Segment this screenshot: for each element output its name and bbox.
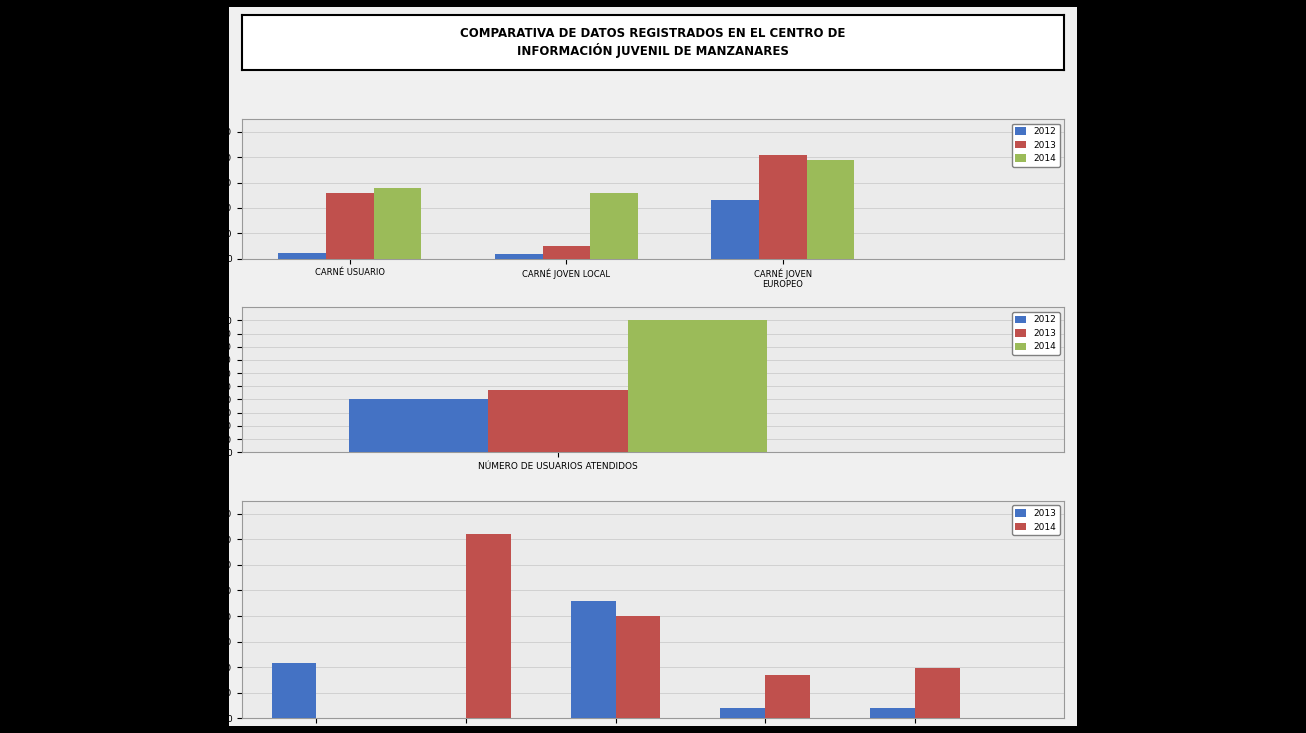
Bar bbox=[571, 601, 615, 718]
Bar bbox=[765, 675, 810, 718]
Bar bbox=[914, 668, 960, 718]
Bar bbox=[615, 616, 661, 718]
Bar bbox=[278, 254, 326, 259]
Legend: 2012, 2013, 2014: 2012, 2013, 2014 bbox=[1012, 124, 1060, 167]
Legend: 2013, 2014: 2013, 2014 bbox=[1012, 506, 1060, 535]
Bar bbox=[870, 708, 914, 718]
Legend: 2012, 2013, 2014: 2012, 2013, 2014 bbox=[1012, 312, 1060, 355]
Bar bbox=[628, 320, 767, 452]
Bar bbox=[590, 193, 637, 259]
Bar bbox=[466, 534, 511, 718]
Bar bbox=[326, 193, 374, 259]
Bar bbox=[721, 708, 765, 718]
Bar bbox=[272, 663, 316, 718]
Text: COMPARATIVA DE DATOS REGISTRADOS EN EL CENTRO DE
INFORMACIÓN JUVENIL DE MANZANAR: COMPARATIVA DE DATOS REGISTRADOS EN EL C… bbox=[460, 27, 846, 58]
Bar bbox=[495, 254, 542, 259]
Bar bbox=[712, 200, 759, 259]
Bar bbox=[374, 188, 422, 259]
Bar bbox=[542, 246, 590, 259]
Bar bbox=[807, 160, 854, 259]
Bar bbox=[349, 399, 488, 452]
Bar bbox=[759, 155, 807, 259]
Bar bbox=[488, 390, 628, 452]
